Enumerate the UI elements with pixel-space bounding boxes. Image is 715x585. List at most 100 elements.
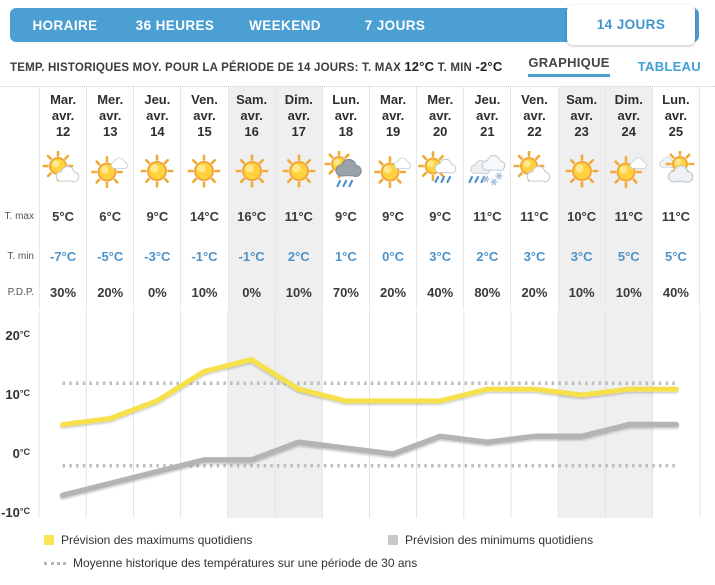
day-header: Sam. avr. 16 bbox=[236, 92, 268, 139]
chart-legend: Prévision des maximums quotidiens Prévis… bbox=[0, 524, 715, 573]
nav-tabbar-wrap: HORAIRE 36 HEURES WEEKEND 7 JOURS 14 JOURS bbox=[0, 0, 715, 46]
pdp-value: 80% bbox=[474, 285, 501, 300]
t-min-value: -7°C bbox=[49, 248, 77, 264]
day-column-avr-14[interactable]: Jeu. avr. 14 9°C -3°C 0% bbox=[133, 87, 180, 309]
temperature-chart: 20°C 10°C 0°C -10°C bbox=[0, 309, 715, 524]
tab-graphique[interactable]: GRAPHIQUE bbox=[528, 55, 610, 77]
day-column-avr-24[interactable]: Dim. avr. 24 11°C 5°C 10% bbox=[604, 87, 652, 309]
historical-tmax-value: 12°C bbox=[404, 58, 435, 74]
gray-swatch-icon bbox=[388, 535, 398, 545]
tab-7-jours[interactable]: 7 JOURS bbox=[364, 17, 426, 33]
day-column-avr-20[interactable]: Mer. avr. 20 9°C 3°C 40% bbox=[416, 87, 463, 309]
t-max-value: 5°C bbox=[52, 208, 74, 224]
tab-weekend[interactable]: WEEKEND bbox=[249, 17, 321, 33]
partly-cloudy-icon bbox=[40, 146, 86, 196]
pdp-value: 10% bbox=[191, 285, 218, 300]
day-header: Jeu. avr. 21 bbox=[474, 92, 501, 139]
sunny-icon bbox=[134, 146, 180, 196]
sunny-icon bbox=[229, 146, 275, 196]
rain-snow-icon bbox=[464, 146, 510, 196]
t-max-value: 11°C bbox=[661, 208, 691, 224]
subheader: TEMP. HISTORIQUES MOY. POUR LA PÉRIODE D… bbox=[0, 46, 715, 87]
pdp-value: 20% bbox=[521, 285, 548, 300]
pdp-value: 40% bbox=[427, 285, 454, 300]
day-column-avr-16[interactable]: Sam. avr. 16 16°C -1°C 0% bbox=[227, 87, 275, 309]
day-header: Jeu. avr. 14 bbox=[144, 92, 171, 139]
sun-rain-icon bbox=[417, 146, 463, 196]
mostly-sunny-icon bbox=[606, 146, 652, 196]
historical-tmin-value: -2°C bbox=[475, 58, 503, 74]
tmin-label: T. MIN bbox=[437, 61, 473, 74]
row-label-gutter: T. max T. min P.D.P. bbox=[0, 87, 39, 309]
t-max-value: 11°C bbox=[284, 208, 313, 224]
t-min-value: 3°C bbox=[523, 248, 546, 264]
day-column-avr-19[interactable]: Mar. avr. 19 9°C 0°C 20% bbox=[368, 87, 416, 309]
day-column-avr-23[interactable]: Sam. avr. 23 10°C 3°C 10% bbox=[557, 87, 605, 309]
tab-14-jours[interactable]: 14 JOURS bbox=[567, 5, 695, 45]
sunny-icon bbox=[181, 146, 227, 196]
t-min-value: 0°C bbox=[382, 248, 404, 264]
pdp-value: 10% bbox=[285, 285, 312, 300]
day-column-avr-12[interactable]: Mar. avr. 12 5°C -7°C 30% bbox=[39, 87, 86, 309]
t-min-value: -1°C bbox=[191, 248, 218, 264]
day-header: Ven. avr. 15 bbox=[191, 92, 218, 139]
day-column-avr-18[interactable]: Lun. avr. 18 9°C 1°C 70% bbox=[321, 87, 369, 309]
pdp-value: 70% bbox=[332, 285, 359, 300]
t-max-value: 11°C bbox=[473, 208, 502, 224]
t-max-value: 9°C bbox=[335, 208, 357, 224]
pdp-value: 10% bbox=[568, 285, 595, 300]
forecast-table: T. max T. min P.D.P. Mar. avr. 12 5°C -7°C 3… bbox=[0, 87, 700, 309]
t-max-row-label: T. max bbox=[4, 210, 34, 222]
day-column-avr-15[interactable]: Ven. avr. 15 14°C -1°C 10% bbox=[180, 87, 227, 309]
t-min-row-label: T. min bbox=[7, 250, 34, 262]
day-header: Lun. avr. 18 bbox=[332, 92, 360, 139]
mostly-sunny-icon bbox=[87, 146, 133, 196]
t-max-value: 9°C bbox=[146, 208, 169, 224]
view-toggle: GRAPHIQUE TABLEAU bbox=[528, 55, 701, 77]
t-max-value: 10°C bbox=[567, 208, 597, 224]
partly-cloudy-icon bbox=[511, 146, 557, 196]
pdp-value: 0% bbox=[147, 285, 167, 300]
t-max-value: 14°C bbox=[189, 208, 220, 224]
day-header: Mer. avr. 20 bbox=[427, 92, 454, 139]
t-min-value: 2°C bbox=[476, 248, 499, 264]
t-max-value: 6°C bbox=[99, 208, 122, 224]
summary-prefix: TEMP. HISTORIQUES MOY. POUR LA PÉRIODE D… bbox=[10, 61, 401, 74]
pdp-value: 0% bbox=[242, 285, 262, 300]
svg-text:20°C: 20°C bbox=[5, 328, 30, 343]
day-column-avr-21[interactable]: Jeu. avr. 21 11°C 2°C 80% bbox=[463, 87, 510, 309]
svg-text:0°C: 0°C bbox=[13, 446, 31, 461]
svg-text:-10°C: -10°C bbox=[1, 505, 30, 520]
legend-min-label: Prévision des minimums quotidiens bbox=[405, 533, 594, 547]
legend-item-historical: Moyenne historique des températures sur … bbox=[0, 553, 715, 573]
pdp-row-label: P.D.P. bbox=[7, 287, 34, 298]
t-min-value: 3°C bbox=[570, 248, 593, 264]
nav-tabbar: HORAIRE 36 HEURES WEEKEND 7 JOURS 14 JOURS bbox=[10, 5, 699, 45]
day-column-avr-13[interactable]: Mer. avr. 13 6°C -5°C 20% bbox=[86, 87, 133, 309]
yellow-swatch-icon bbox=[44, 535, 54, 545]
pdp-value: 10% bbox=[615, 285, 642, 300]
day-header: Lun. avr. 25 bbox=[662, 92, 690, 139]
day-column-avr-22[interactable]: Ven. avr. 22 11°C 3°C 20% bbox=[510, 87, 557, 309]
legend-historical-label: Moyenne historique des températures sur … bbox=[73, 556, 418, 570]
tab-36-heures[interactable]: 36 HEURES bbox=[135, 17, 215, 33]
day-column-avr-17[interactable]: Dim. avr. 17 11°C 2°C 10% bbox=[274, 87, 322, 309]
day-header: Dim. avr. 17 bbox=[284, 92, 313, 139]
dotted-line-icon bbox=[44, 561, 66, 565]
t-max-value: 11°C bbox=[520, 208, 549, 224]
pdp-value: 40% bbox=[662, 285, 689, 300]
t-min-value: -5°C bbox=[97, 248, 124, 264]
tab-tableau[interactable]: TABLEAU bbox=[637, 58, 701, 74]
pdp-value: 30% bbox=[50, 285, 77, 300]
t-min-value: 5°C bbox=[617, 248, 640, 264]
day-column-avr-25[interactable]: Lun. avr. 25 11°C 5°C 40% bbox=[651, 87, 700, 309]
tab-horaire[interactable]: HORAIRE bbox=[32, 17, 98, 33]
pdp-value: 20% bbox=[380, 285, 407, 300]
mostly-sunny-icon bbox=[370, 146, 416, 196]
t-min-value: -1°C bbox=[238, 248, 265, 264]
t-max-value: 11°C bbox=[614, 208, 643, 224]
t-min-value: -3°C bbox=[144, 248, 171, 264]
day-header: Dim. avr. 24 bbox=[614, 92, 643, 139]
sunny-icon bbox=[559, 146, 605, 196]
